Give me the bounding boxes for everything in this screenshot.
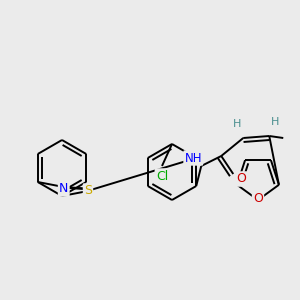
Text: S: S: [84, 184, 92, 197]
Text: O: O: [236, 172, 246, 185]
Text: H: H: [233, 119, 242, 129]
Text: H: H: [271, 117, 279, 127]
Text: N: N: [59, 182, 68, 196]
Text: Cl: Cl: [156, 169, 168, 182]
Text: NH: NH: [184, 152, 202, 164]
Text: O: O: [253, 191, 263, 205]
